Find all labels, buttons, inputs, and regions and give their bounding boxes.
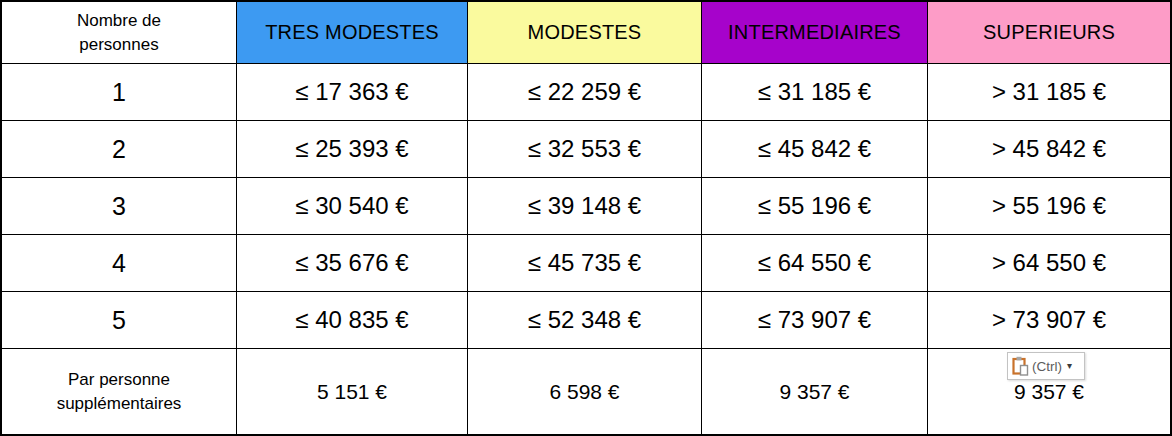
table-cell: ≤ 55 196 € — [702, 178, 928, 235]
table-cell: ≤ 52 348 € — [468, 292, 702, 349]
row-label: 5 — [2, 292, 237, 349]
table-cell: ≤ 73 907 € — [702, 292, 928, 349]
table-cell: 9 357 € — [702, 349, 928, 434]
paste-options-label: (Ctrl) — [1032, 359, 1062, 374]
footer-row-label: Par personne supplémentaires — [2, 349, 237, 434]
row-label: 3 — [2, 178, 237, 235]
header-intermediaires: INTERMEDIAIRES — [702, 2, 928, 64]
table-cell: > 73 907 € — [928, 292, 1170, 349]
header-tres-modestes: TRES MODESTES — [237, 2, 468, 64]
table-cell: ≤ 30 540 € — [237, 178, 468, 235]
table-cell: ≤ 17 363 € — [237, 64, 468, 121]
table-cell: > 45 842 € — [928, 121, 1170, 178]
row-label: 2 — [2, 121, 237, 178]
table-cell: ≤ 35 676 € — [237, 235, 468, 292]
table-cell: ≤ 64 550 € — [702, 235, 928, 292]
row-label: 4 — [2, 235, 237, 292]
table-cell: ≤ 39 148 € — [468, 178, 702, 235]
income-thresholds-table: Nombre de personnes TRES MODESTES MODEST… — [0, 0, 1172, 436]
table-cell: 5 151 € — [237, 349, 468, 434]
row-label: 1 — [2, 64, 237, 121]
table-cell: ≤ 25 393 € — [237, 121, 468, 178]
table-cell: 6 598 € — [468, 349, 702, 434]
table-cell: ≤ 40 835 € — [237, 292, 468, 349]
table-cell: ≤ 31 185 € — [702, 64, 928, 121]
table-cell: ≤ 45 735 € — [468, 235, 702, 292]
header-modestes: MODESTES — [468, 2, 702, 64]
table-cell: ≤ 22 259 € — [468, 64, 702, 121]
header-superieurs: SUPERIEURS — [928, 2, 1170, 64]
paste-options-button[interactable]: (Ctrl) ▾ — [1007, 352, 1085, 380]
table-cell: ≤ 32 553 € — [468, 121, 702, 178]
corner-header-cell: Nombre de personnes — [2, 2, 237, 64]
chevron-down-icon[interactable]: ▾ — [1067, 361, 1072, 371]
table-cell: > 55 196 € — [928, 178, 1170, 235]
table-cell: > 64 550 € — [928, 235, 1170, 292]
table-cell: ≤ 45 842 € — [702, 121, 928, 178]
clipboard-paste-icon — [1012, 356, 1029, 376]
table-cell: > 31 185 € — [928, 64, 1170, 121]
